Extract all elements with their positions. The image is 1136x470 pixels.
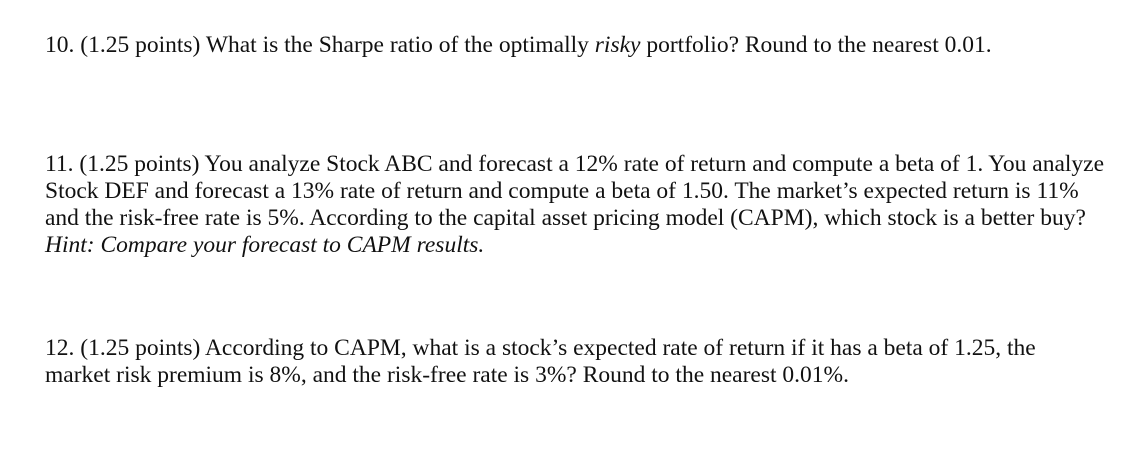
question-text: You analyze Stock ABC and forecast a 12%…: [45, 151, 1105, 231]
question-text: According to CAPM, what is a stock’s exp…: [45, 335, 1036, 388]
question-points: (1.25 points): [80, 32, 201, 58]
question-12: 12. (1.25 points) According to CAPM, wha…: [45, 335, 1105, 389]
question-text: What is the Sharpe ratio of the optimall…: [205, 32, 589, 58]
question-italic-text: risky: [594, 32, 641, 58]
question-11: 11. (1.25 points) You analyze Stock ABC …: [45, 151, 1105, 259]
question-points: (1.25 points): [79, 151, 200, 177]
question-number: 12.: [45, 335, 75, 361]
question-number: 11.: [45, 151, 74, 177]
question-text-continued: portfolio? Round to the nearest 0.01.: [646, 32, 992, 58]
question-points: (1.25 points): [80, 335, 201, 361]
question-number: 10.: [45, 32, 75, 58]
question-hint: Hint: Compare your forecast to CAPM resu…: [45, 232, 485, 258]
question-10: 10. (1.25 points) What is the Sharpe rat…: [45, 32, 1105, 59]
